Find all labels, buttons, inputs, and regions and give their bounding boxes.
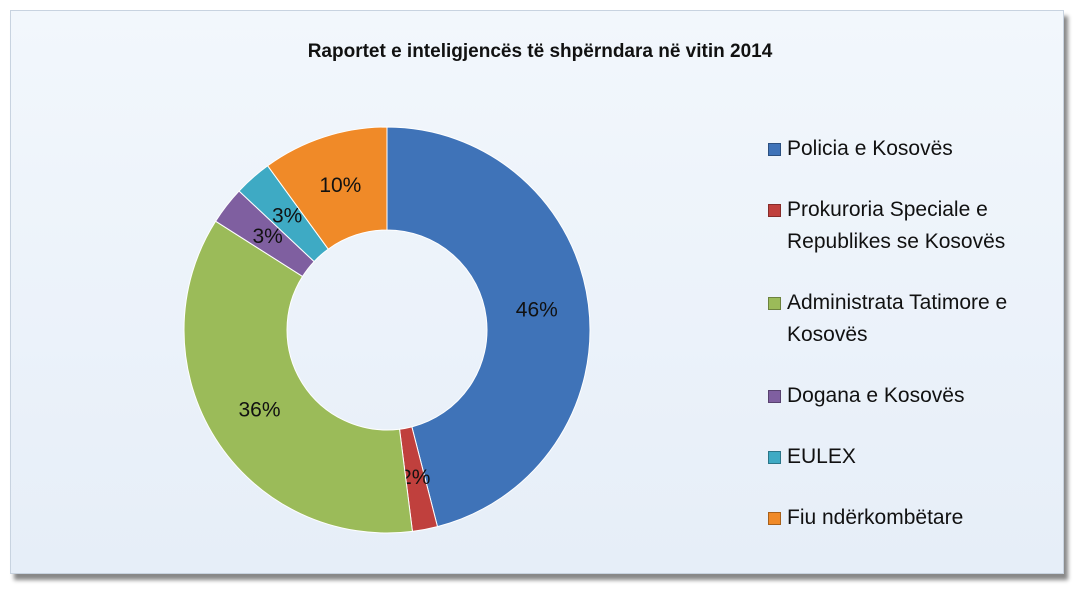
legend-item: EULEX [768, 441, 1058, 473]
data-label: 36% [238, 398, 280, 421]
legend-item: Prokuroria Speciale e Republikes se Koso… [768, 194, 1058, 258]
legend-label: Prokuroria Speciale e Republikes se Koso… [787, 197, 1006, 253]
legend-swatch [768, 203, 781, 217]
legend-item: Policia e Kosovës [768, 133, 1058, 165]
legend-item: Administrata Tatimore e Kosovës [768, 287, 1058, 351]
legend-swatch [768, 389, 781, 403]
legend-label: Dogana e Kosovës [787, 383, 965, 407]
legend-label: Fiu ndërkombëtare [787, 505, 964, 529]
data-label: 2% [400, 466, 430, 489]
legend-label: EULEX [787, 444, 856, 468]
legend-swatch [768, 511, 781, 525]
legend-label: Policia e Kosovës [787, 136, 953, 160]
legend-item: Dogana e Kosovës [768, 380, 1058, 412]
legend: Policia e Kosovës Prokuroria Speciale e R… [768, 118, 1058, 548]
legend-swatch [768, 450, 781, 464]
legend-swatch [768, 142, 781, 156]
donut-segment [183, 220, 414, 534]
donut-segment [386, 126, 591, 528]
data-label: 10% [319, 174, 361, 197]
chart-title: Raportet e inteligjencës të shpërndara n… [308, 41, 773, 62]
data-label: 46% [516, 299, 558, 322]
data-label: 3% [272, 204, 302, 227]
legend-swatch [768, 296, 781, 310]
data-label: 3% [253, 225, 283, 248]
donut-segment [266, 126, 388, 250]
legend-label: Administrata Tatimore e Kosovës [787, 290, 1008, 346]
legend-item: Fiu ndërkombëtare [768, 502, 1058, 534]
